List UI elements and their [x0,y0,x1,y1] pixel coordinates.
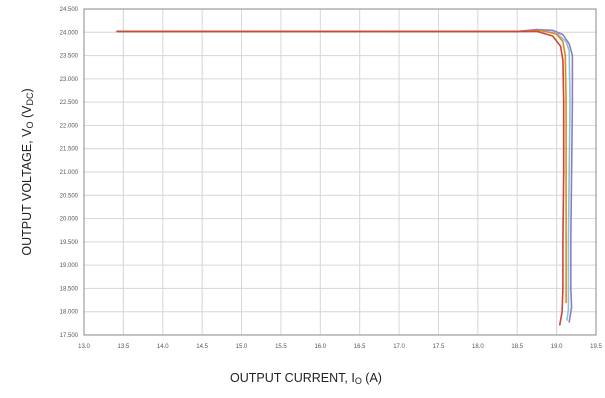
series-lines [116,28,574,326]
series-line-4 [116,30,565,326]
x-tick-label: 17.5 [433,344,445,350]
y-tick-label: 24.000 [60,30,79,36]
y-tick-label: 19.000 [60,263,79,269]
x-tick-label: 17.0 [393,344,405,350]
y-tick-label: 24.500 [60,7,79,13]
x-tick-label: 15.5 [275,344,287,350]
y-axis-title: OUTPUT VOLTAGE, VO (VDC) [20,88,35,255]
y-tick-label: 21.000 [60,170,79,176]
x-tick-label: 13.0 [78,344,90,350]
x-tick-label: 16.0 [314,344,326,350]
y-tick-label: 18.000 [60,310,79,316]
x-tick-label: 19.5 [590,344,602,350]
y-tick-label: 21.500 [60,147,79,153]
series-line-2 [116,30,571,321]
x-tick-label: 15.0 [236,344,248,350]
y-tick-label: 23.000 [60,77,79,83]
y-tick-label: 19.500 [60,240,79,246]
x-tick-labels: 13.0 13.5 14.0 14.5 15.0 15.5 16.0 16.5 17.0 17.5… [78,344,602,350]
y-tick-label: 22.500 [60,100,79,106]
y-tick-label: 17.500 [60,333,79,339]
x-tick-label: 19.0 [551,344,563,350]
y-tick-label: 20.000 [60,217,79,223]
y-tick-labels: 17.500 18.000 18.500 19.000 19.500 20.000 20.5… [60,7,79,339]
y-tick-label: 18.500 [60,286,79,292]
y-tick-label: 20.500 [60,193,79,199]
x-axis-title: OUTPUT CURRENT, IO (A) [230,371,382,386]
y-tick-label: 23.500 [60,54,79,60]
y-tick-label: 22.000 [60,123,79,129]
x-tick-label: 13.5 [118,344,130,350]
grid [83,8,597,336]
x-tick-label: 14.5 [196,344,208,350]
series-line-3 [116,29,567,304]
series-line-1 [116,28,574,323]
x-tick-label: 14.0 [157,344,169,350]
plot-frame [83,8,597,336]
x-tick-label: 16.5 [354,344,366,350]
x-tick-label: 18.5 [511,344,523,350]
x-tick-label: 18.0 [472,344,484,350]
